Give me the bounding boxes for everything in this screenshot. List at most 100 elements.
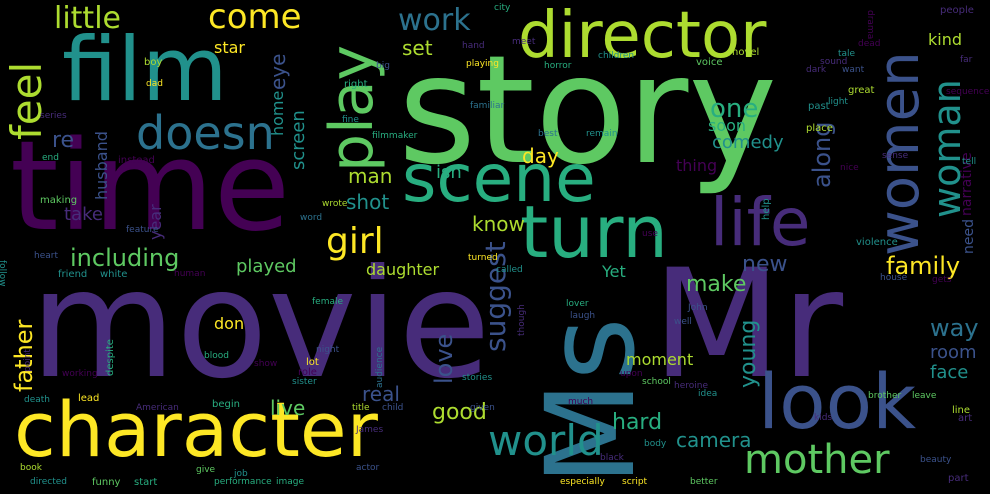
cloud-word: lot: [306, 357, 319, 368]
cloud-word: called: [496, 265, 523, 275]
cloud-word: sound: [820, 57, 848, 67]
cloud-word: character: [14, 385, 378, 474]
cloud-word: idea: [698, 389, 718, 399]
cloud-word: heart: [34, 251, 58, 261]
cloud-word: play: [317, 44, 387, 172]
cloud-word: black: [600, 453, 624, 463]
cloud-word: great: [848, 85, 875, 96]
cloud-word: dead: [858, 39, 881, 49]
cloud-word: funny: [92, 477, 121, 488]
cloud-word: girl: [326, 221, 384, 262]
cloud-word: well: [674, 317, 692, 327]
cloud-word: school: [642, 377, 671, 387]
cloud-word: upon: [620, 369, 643, 379]
cloud-word: child: [382, 403, 404, 413]
cloud-word: beauty: [920, 455, 952, 465]
cloud-word: word: [300, 213, 323, 223]
cloud-word: big: [376, 61, 390, 71]
cloud-word: want: [842, 65, 865, 75]
cloud-word: lead: [78, 393, 100, 404]
cloud-word: thing: [676, 156, 718, 175]
cloud-word: especially: [560, 477, 605, 487]
cloud-word: new: [742, 252, 788, 277]
cloud-word: need: [961, 219, 977, 254]
cloud-word: turn: [520, 190, 668, 274]
cloud-word: lover: [566, 299, 589, 309]
cloud-word: sister: [292, 377, 317, 387]
cloud-word: place: [806, 123, 833, 134]
cloud-word: isn: [436, 162, 462, 183]
cloud-word: remain: [586, 129, 618, 139]
cloud-word: actor: [356, 463, 380, 473]
cloud-word: good: [432, 400, 487, 425]
cloud-word: James: [356, 425, 384, 435]
cloud-word: image: [276, 477, 305, 487]
cloud-word: don: [214, 314, 245, 333]
cloud-word: scene: [402, 140, 596, 217]
cloud-word: boy: [144, 57, 163, 68]
cloud-word: heroine: [674, 381, 708, 391]
cloud-word: tell: [962, 157, 977, 167]
cloud-word: including: [70, 244, 180, 272]
cloud-word: come: [208, 0, 302, 37]
cloud-word: house: [880, 273, 908, 283]
cloud-word: job: [234, 469, 248, 479]
cloud-word: make: [686, 272, 747, 297]
cloud-word: playing: [466, 59, 499, 69]
cloud-word: past: [808, 101, 830, 112]
cloud-word: familiar: [470, 101, 505, 111]
cloud-word: instead: [118, 155, 155, 166]
cloud-word: help: [761, 198, 772, 220]
cloud-word: novel: [732, 47, 760, 58]
cloud-word: comedy: [712, 132, 784, 153]
cloud-word: tale: [838, 49, 856, 59]
cloud-word: body: [644, 439, 667, 449]
cloud-word: family: [886, 252, 961, 280]
cloud-word: sense: [882, 151, 909, 161]
cloud-word: know: [472, 212, 525, 236]
cloud-word: friend: [58, 269, 88, 280]
cloud-word: face: [930, 362, 969, 383]
cloud-word: real: [362, 382, 400, 406]
cloud-word: doesn: [136, 106, 275, 160]
cloud-word: far: [960, 55, 973, 65]
cloud-word: man: [348, 164, 393, 188]
cloud-word: dark: [806, 65, 827, 75]
cloud-word: voice: [696, 57, 723, 68]
cloud-word: drama: [865, 10, 875, 40]
cloud-word: way: [930, 314, 979, 342]
cloud-word: hand: [462, 41, 485, 51]
cloud-word: part: [948, 473, 969, 484]
cloud-word: audience: [375, 346, 385, 388]
cloud-word: making: [40, 195, 78, 206]
cloud-word: work: [398, 3, 471, 38]
cloud-word: screen: [288, 110, 309, 170]
cloud-word: moment: [626, 350, 694, 369]
cloud-word: human: [174, 269, 206, 279]
cloud-word: end: [42, 153, 59, 163]
cloud-word: American: [136, 403, 179, 413]
cloud-word: people: [940, 5, 974, 16]
cloud-word: children: [598, 51, 635, 61]
cloud-word: one: [710, 94, 759, 124]
cloud-word: start: [134, 477, 158, 488]
cloud-word: played: [236, 256, 297, 277]
cloud-word: dad: [146, 79, 163, 89]
cloud-word: laugh: [570, 311, 596, 321]
cloud-word: give: [196, 465, 216, 475]
cloud-word: book: [20, 463, 42, 473]
cloud-word: violence: [856, 237, 898, 248]
cloud-word: gets: [932, 275, 952, 285]
cloud-word: set: [402, 36, 433, 60]
cloud-word: kind: [928, 30, 963, 49]
cloud-word: much: [568, 397, 594, 407]
cloud-word: daughter: [366, 260, 440, 279]
cloud-word: working: [62, 369, 98, 379]
cloud-word: horror: [544, 61, 572, 71]
cloud-word: script: [622, 477, 648, 487]
cloud-word: fine: [342, 115, 359, 125]
cloud-word: female: [312, 297, 344, 307]
cloud-word: title: [352, 403, 370, 413]
cloud-word: look: [758, 357, 917, 446]
